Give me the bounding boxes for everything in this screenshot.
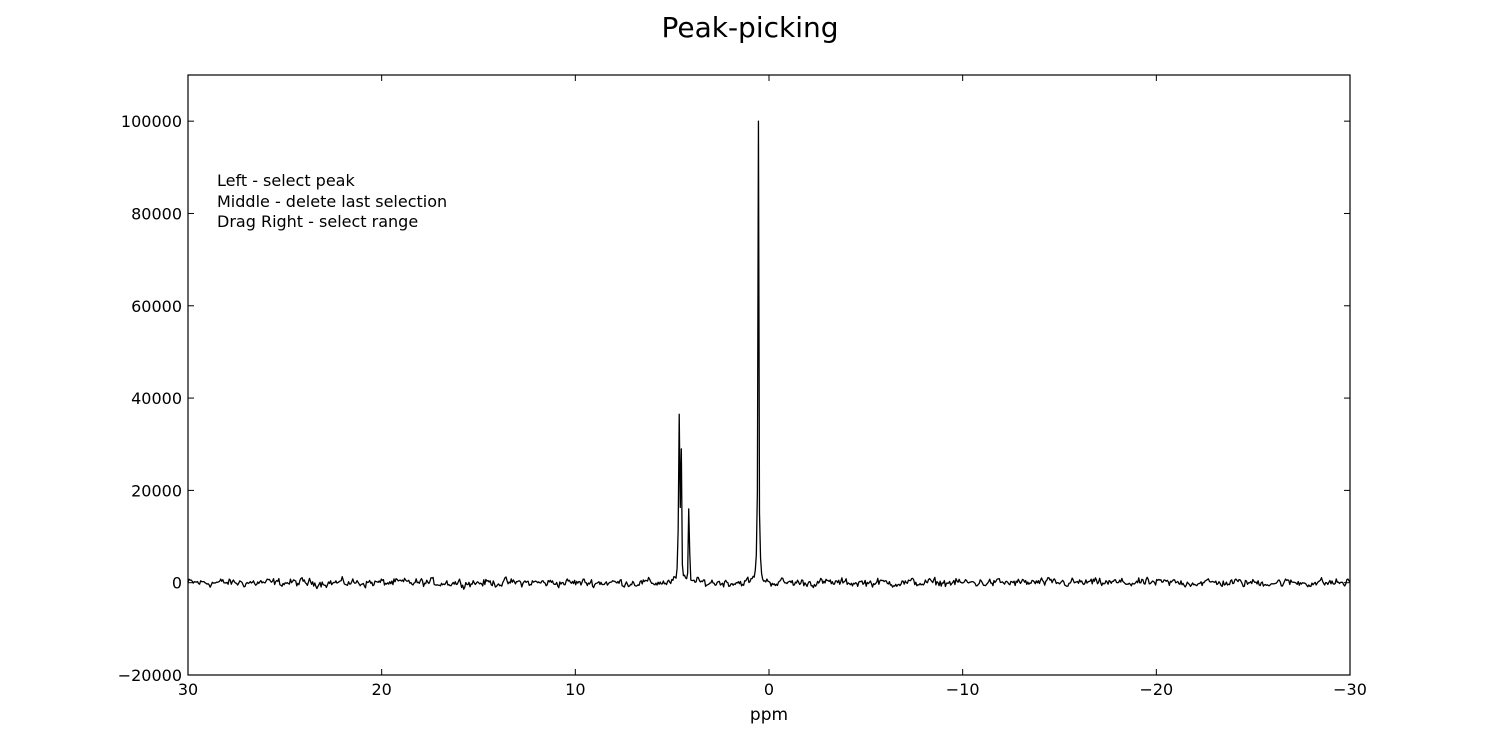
annotation-line: Left - select peak	[217, 171, 355, 190]
x-tick-label: 10	[565, 680, 585, 699]
annotation-line: Drag Right - select range	[217, 212, 418, 231]
x-tick-label: −20	[1139, 680, 1173, 699]
x-tick-label: 20	[371, 680, 391, 699]
x-tick-label: 30	[178, 680, 198, 699]
y-tick-label: 100000	[121, 112, 182, 131]
y-tick-label: 60000	[131, 297, 182, 316]
x-tick-label: −10	[946, 680, 980, 699]
y-axis-ticks: −20000 0 20000 40000 60000 80000 100000	[118, 112, 1350, 685]
x-axis-ticks: 30 20 10 0 −10 −20 −30	[178, 75, 1367, 699]
series-group	[187, 120, 1351, 590]
annotation-line: Middle - delete last selection	[217, 192, 447, 211]
spectrum-line	[187, 120, 1351, 590]
x-axis-label: ppm	[750, 705, 788, 725]
y-tick-label: 20000	[131, 481, 182, 500]
chart-title: Peak-picking	[661, 11, 838, 44]
annotation-box: Left - select peak Middle - delete last …	[217, 171, 447, 231]
x-tick-label: 0	[764, 680, 774, 699]
y-tick-label: −20000	[118, 666, 182, 685]
x-tick-label: −30	[1333, 680, 1367, 699]
y-tick-label: 0	[172, 574, 182, 593]
plot-area[interactable]: −20000 0 20000 40000 60000 80000 100000 30 20 10…	[118, 74, 1367, 699]
y-tick-label: 80000	[131, 204, 182, 223]
y-tick-label: 40000	[131, 389, 182, 408]
